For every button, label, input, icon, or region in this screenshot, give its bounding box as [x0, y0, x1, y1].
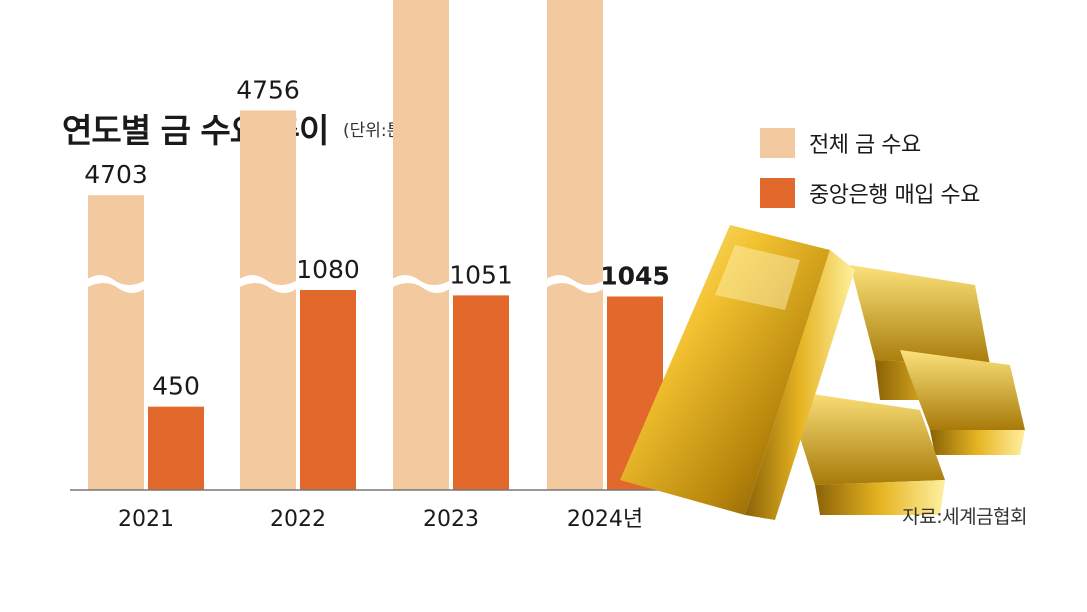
axis-break-1: [238, 275, 298, 293]
value-label-central-bank-2: 1051: [449, 260, 513, 289]
x-tick-label-0: 2021: [118, 507, 174, 532]
unit-label: (단위:톤): [343, 121, 409, 141]
legend-item-total: 전체 금 수요: [760, 118, 980, 168]
value-label-central-bank-3: 1045: [600, 261, 670, 290]
legend-swatch-central-bank: [760, 178, 795, 208]
legend-item-central-bank: 중앙은행 매입 수요: [760, 168, 980, 218]
axis-break-3: [545, 275, 605, 293]
gold-bars-illustration: [620, 225, 1025, 520]
x-tick-label-2: 2023: [423, 507, 479, 532]
x-tick-label-1: 2022: [270, 507, 326, 532]
legend: 전체 금 수요 중앙은행 매입 수요: [760, 118, 980, 218]
legend-swatch-total: [760, 128, 795, 158]
axis-break-2: [391, 275, 451, 293]
legend-label-total: 전체 금 수요: [809, 133, 921, 158]
axis-break-0: [86, 275, 146, 293]
x-tick-label-3: 2024년: [567, 507, 643, 532]
value-label-central-bank-0: 450: [152, 372, 200, 401]
bar-central-bank-0: [148, 406, 204, 490]
value-label-central-bank-1: 1080: [296, 255, 360, 284]
legend-label-central-bank: 중앙은행 매입 수요: [809, 183, 980, 208]
bar-central-bank-1: [300, 290, 356, 490]
bar-total-1: [240, 110, 296, 491]
value-label-total-0: 4703: [84, 160, 148, 189]
bar-total-2: [393, 0, 449, 490]
bar-total-0: [88, 195, 144, 490]
value-label-total-1: 4756: [236, 75, 300, 104]
bar-total-3: [547, 0, 603, 491]
bar-central-bank-2: [453, 295, 509, 490]
source-note: 자료:세계금협회: [902, 506, 1027, 528]
